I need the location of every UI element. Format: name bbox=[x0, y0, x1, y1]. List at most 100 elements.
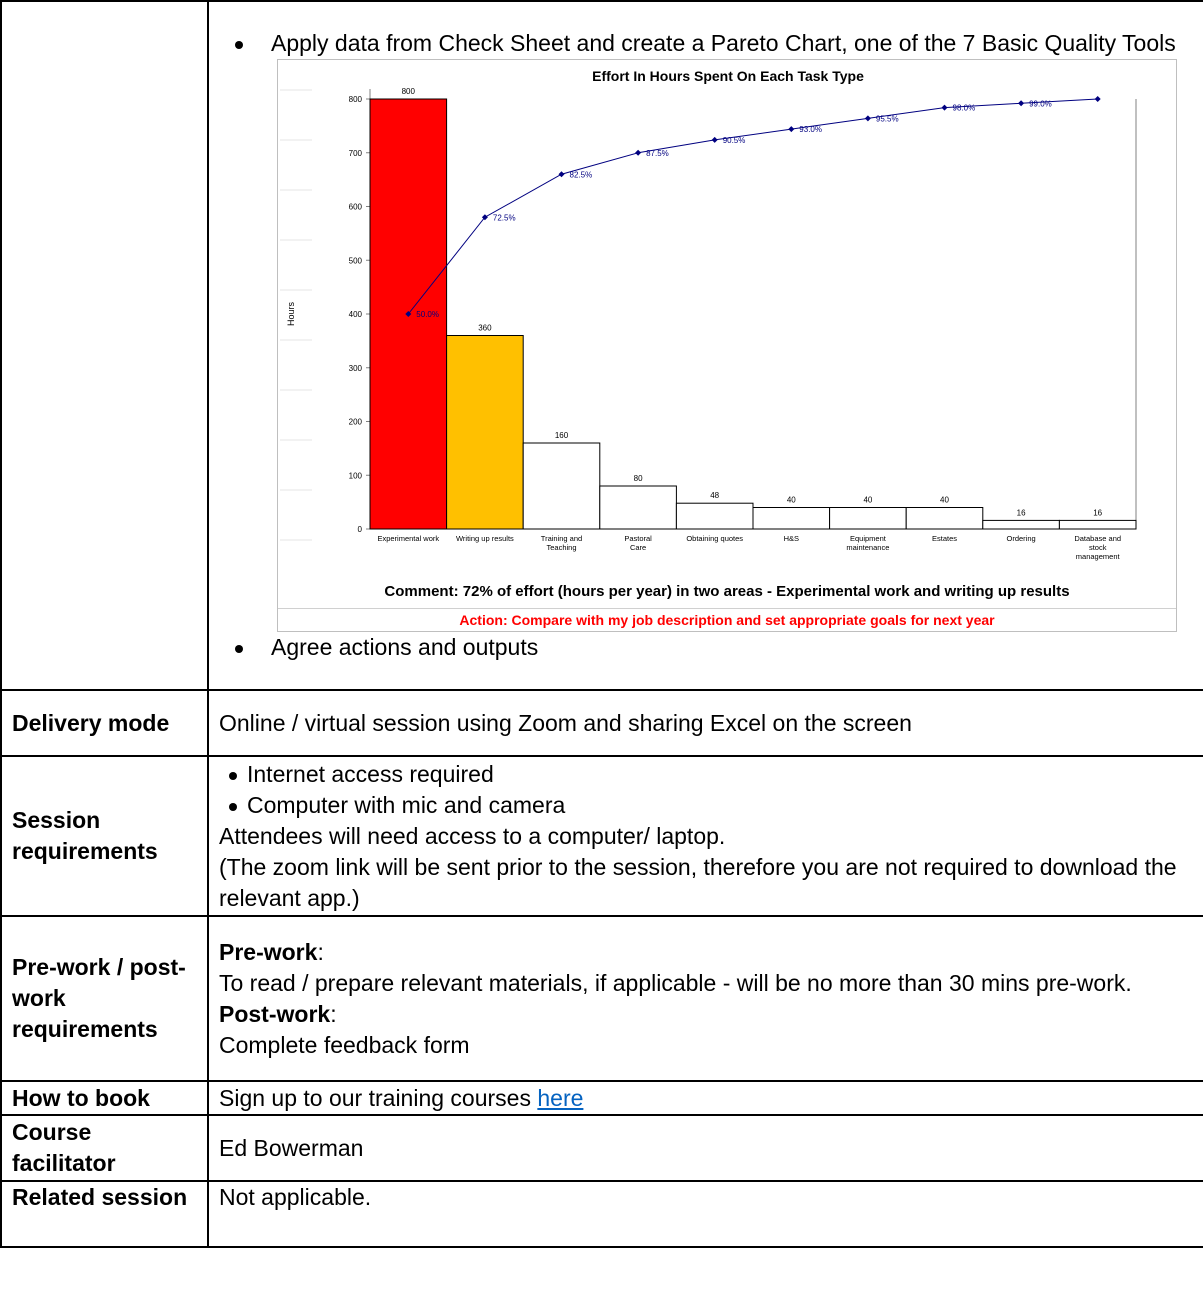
y-axis-label: Hours bbox=[286, 302, 296, 327]
pareto-bar bbox=[752, 507, 831, 530]
prework-heading-line: Pre-work: bbox=[219, 938, 324, 965]
requirement-access-text: Attendees will need access to a computer… bbox=[219, 822, 726, 849]
bar-value-label: 16 bbox=[1017, 508, 1026, 517]
bar-value-label: 40 bbox=[940, 496, 949, 505]
bar-value-label: 800 bbox=[402, 87, 416, 96]
prework-text: To read / prepare relevant materials, if… bbox=[219, 969, 1132, 996]
pareto-bar bbox=[1058, 519, 1137, 530]
cumulative-point-marker bbox=[788, 126, 795, 133]
cumulative-percent-label: 93.0% bbox=[799, 125, 822, 134]
cumulative-point-marker bbox=[635, 149, 642, 156]
prework-heading: Pre-work bbox=[219, 938, 318, 965]
related-session-row: Related session Not applicable. bbox=[0, 1180, 1203, 1248]
session-requirements-label: Session requirements bbox=[0, 755, 209, 917]
x-category-label: Training and bbox=[541, 534, 582, 543]
cumulative-percent-label: 72.5% bbox=[493, 213, 516, 222]
pareto-chart: Effort In Hours Spent On Each Task Type 0… bbox=[277, 59, 1177, 632]
overview-content-cell: Apply data from Check Sheet and create a… bbox=[207, 0, 1203, 691]
pareto-bar bbox=[829, 507, 907, 530]
delivery-mode-text: Online / virtual session using Zoom and … bbox=[207, 689, 1203, 757]
pareto-bar bbox=[982, 519, 1060, 530]
requirement-zoom-note: (The zoom link will be sent prior to the… bbox=[219, 853, 1177, 911]
y-tick-label: 200 bbox=[349, 418, 363, 427]
related-session-text: Not applicable. bbox=[207, 1180, 1203, 1248]
cumulative-point-marker bbox=[1018, 100, 1025, 107]
bar-value-label: 360 bbox=[478, 324, 492, 333]
cumulative-point-marker bbox=[405, 311, 412, 317]
bar-value-label: 160 bbox=[555, 431, 569, 440]
pareto-bar bbox=[446, 335, 524, 530]
facilitator-name: Ed Bowerman bbox=[207, 1114, 1203, 1182]
requirement-internet: Internet access required bbox=[219, 759, 1193, 790]
bar-value-label: 16 bbox=[1093, 508, 1102, 517]
cumulative-point-marker bbox=[481, 214, 488, 221]
prework-content: Pre-work: To read / prepare relevant mat… bbox=[207, 915, 1203, 1082]
x-category-label: maintenance bbox=[846, 543, 889, 552]
how-to-book-row: How to book Sign up to our training cour… bbox=[0, 1080, 1203, 1116]
pareto-bar bbox=[522, 442, 601, 530]
related-session-label: Related session bbox=[0, 1180, 209, 1248]
how-to-book-content: Sign up to our training courses here bbox=[207, 1080, 1203, 1116]
y-tick-label: 600 bbox=[349, 203, 363, 212]
overview-label-cell bbox=[0, 0, 209, 691]
cumulative-percent-label: 98.0% bbox=[953, 104, 976, 113]
prework-label: Pre-work / post-work requirements bbox=[0, 915, 209, 1082]
pareto-bar bbox=[599, 485, 677, 530]
pareto-bar bbox=[905, 507, 984, 530]
postwork-text: Complete feedback form bbox=[219, 1031, 470, 1058]
y-tick-label: 500 bbox=[349, 256, 363, 265]
session-requirements-row: Session requirements Internet access req… bbox=[0, 755, 1203, 917]
cumulative-point-marker bbox=[941, 104, 948, 111]
x-category-label: Writing up results bbox=[456, 534, 514, 543]
pareto-chart-svg: Effort In Hours Spent On Each Task Type 0… bbox=[280, 68, 1137, 561]
overview-bullet-pareto: Apply data from Check Sheet and create a… bbox=[219, 28, 1193, 59]
x-category-label: Obtaining quotes bbox=[686, 534, 743, 543]
cumulative-percent-label: 99.0% bbox=[1029, 99, 1052, 108]
x-category-label: H&S bbox=[784, 534, 799, 543]
x-category-label: Database and bbox=[1074, 534, 1121, 543]
bar-value-label: 48 bbox=[710, 491, 719, 500]
y-tick-label: 0 bbox=[358, 525, 363, 534]
x-category-label: Equipment bbox=[850, 534, 887, 543]
y-tick-label: 800 bbox=[349, 95, 363, 104]
booking-here-link[interactable]: here bbox=[537, 1084, 584, 1111]
postwork-heading-line: Post-work: bbox=[219, 1000, 337, 1027]
cumulative-percent-label: 82.5% bbox=[570, 170, 593, 179]
x-category-label: Experimental work bbox=[377, 534, 439, 543]
cumulative-percent-label: 50.0% bbox=[416, 310, 439, 319]
y-tick-label: 300 bbox=[349, 364, 363, 373]
overview-row: Apply data from Check Sheet and create a… bbox=[0, 0, 1203, 691]
pareto-bar bbox=[675, 502, 754, 530]
course-details-table: Apply data from Check Sheet and create a… bbox=[0, 0, 1203, 1248]
facilitator-row: Course facilitator Ed Bowerman bbox=[0, 1114, 1203, 1182]
cumulative-percent-label: 87.5% bbox=[646, 149, 669, 158]
cumulative-point-marker bbox=[558, 171, 565, 178]
session-requirements-content: Internet access required Computer with m… bbox=[207, 755, 1203, 917]
cumulative-percent-line bbox=[407, 98, 1098, 315]
cumulative-percent-label: 95.5% bbox=[876, 114, 899, 123]
postwork-heading: Post-work bbox=[219, 1000, 331, 1027]
chart-action: Action: Compare with my job description … bbox=[278, 608, 1176, 629]
chart-comment: Comment: 72% of effort (hours per year) … bbox=[384, 583, 1070, 600]
x-category-label: Pastoral bbox=[624, 534, 652, 543]
cumulative-point-marker bbox=[1094, 96, 1101, 102]
cumulative-point-marker bbox=[711, 136, 718, 143]
overview-bullets-2: Agree actions and outputs bbox=[219, 632, 1193, 663]
x-category-label: Care bbox=[630, 543, 646, 552]
how-to-book-label: How to book bbox=[0, 1080, 209, 1116]
delivery-mode-label: Delivery mode bbox=[0, 689, 209, 757]
y-tick-label: 400 bbox=[349, 310, 363, 319]
facilitator-label: Course facilitator bbox=[0, 1114, 209, 1182]
x-category-label: management bbox=[1076, 552, 1121, 561]
cumulative-point-marker bbox=[864, 115, 871, 122]
requirement-computer: Computer with mic and camera bbox=[219, 790, 1193, 821]
overview-bullets: Apply data from Check Sheet and create a… bbox=[219, 28, 1193, 59]
overview-bullet-actions: Agree actions and outputs bbox=[219, 632, 1193, 663]
x-category-label: Ordering bbox=[1007, 534, 1036, 543]
prework-row: Pre-work / post-work requirements Pre-wo… bbox=[0, 915, 1203, 1082]
bar-value-label: 80 bbox=[634, 474, 643, 483]
x-category-label: Teaching bbox=[546, 543, 576, 552]
x-category-label: Estates bbox=[932, 534, 957, 543]
bar-value-label: 40 bbox=[787, 496, 796, 505]
session-requirements-bullets: Internet access required Computer with m… bbox=[219, 759, 1193, 821]
